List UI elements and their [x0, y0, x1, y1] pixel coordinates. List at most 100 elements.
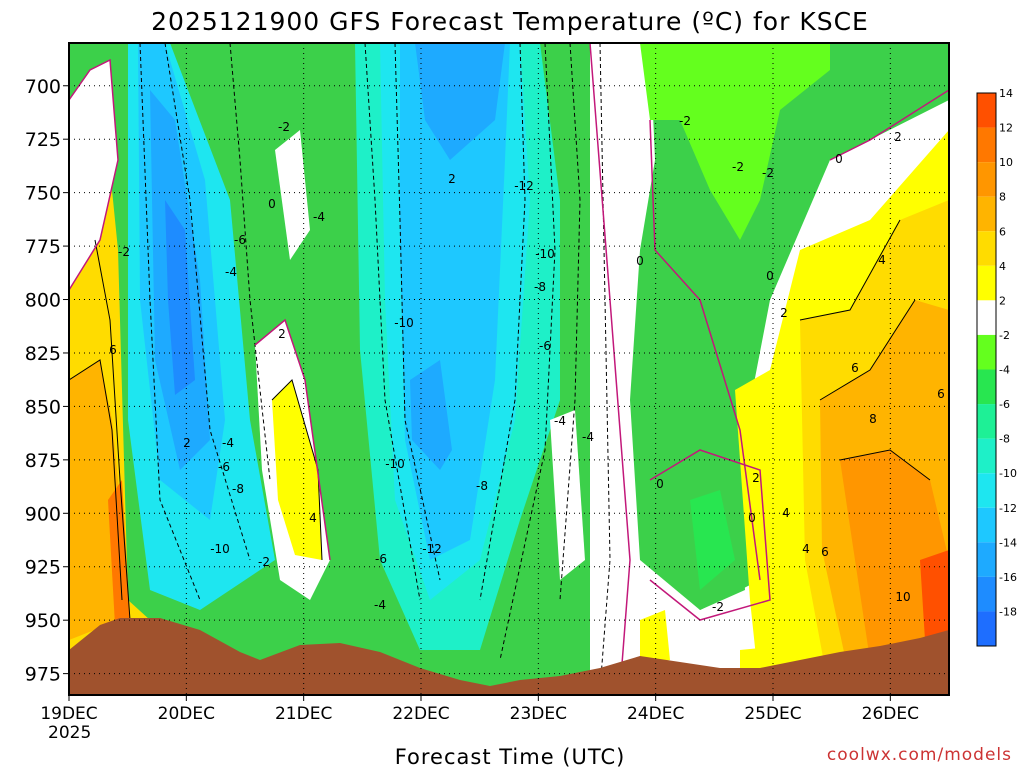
colorbar-swatch: [977, 265, 996, 301]
contour-label: -4: [313, 210, 325, 224]
contour-label: -2: [732, 160, 744, 174]
contour-label: 0: [656, 477, 664, 491]
y-axis: 700 725 750 775 800 825 850 875 900 925 950 975: [25, 76, 69, 686]
contour-label: 8: [869, 412, 877, 426]
x-tick-label: 24DEC: [627, 704, 684, 724]
colorbar-label: 2: [999, 294, 1006, 307]
grid-lines: [69, 43, 949, 695]
colorbar-swatch: [977, 93, 996, 128]
contour-label: -2: [762, 166, 774, 180]
y-tick-label: 875: [25, 450, 61, 472]
y-tick-label: 750: [25, 183, 61, 205]
zero-band-left: [69, 60, 118, 290]
y-tick-label: 950: [25, 610, 61, 632]
contour-label: -4: [582, 430, 594, 444]
contour-label: -2: [712, 600, 724, 614]
contour-labels: 22-12-12-10-10-10-10-8-8-8-6-6-6-6-4-4-4…: [109, 114, 945, 614]
colorbar-label: -8: [999, 433, 1010, 446]
plot-frame: [68, 42, 950, 696]
contour-label: -4: [225, 265, 237, 279]
colorbar-swatch: [977, 334, 996, 370]
colorbar-label: 6: [999, 225, 1006, 238]
colorbar-swatch: [977, 438, 996, 474]
contour-label: 6: [821, 545, 829, 559]
contour-label: -4: [222, 436, 234, 450]
y-tick-label: 900: [25, 503, 61, 525]
x-tick-label: 23DEC: [510, 704, 567, 724]
contour-label: -4: [554, 414, 566, 428]
colorbar-swatch: [977, 162, 996, 197]
colorbar-label: -18: [999, 605, 1017, 618]
contour-label: 0: [835, 152, 843, 166]
colorbar-label: -4: [999, 364, 1010, 377]
contour-label: 4: [309, 511, 317, 525]
contour-label: 2: [183, 436, 191, 450]
colorbar-swatch: [977, 300, 996, 335]
colorbar-swatch: [977, 507, 996, 543]
temperature-field: [69, 43, 949, 695]
contour-label: 4: [878, 253, 886, 267]
colorbar-label: -6: [999, 398, 1010, 411]
contour-label: -6: [375, 552, 387, 566]
colorbar-label: 8: [999, 191, 1006, 204]
x-tick-label: 20DEC: [158, 704, 215, 724]
colorbar-label: -2: [999, 329, 1010, 342]
x-tick-label: 26DEC: [862, 704, 919, 724]
contour-label: 6: [109, 343, 117, 357]
colorbar-swatch: [977, 127, 996, 163]
y-tick-label: 825: [25, 343, 61, 365]
colorbar-swatch: [977, 576, 996, 612]
y-tick-label: 775: [25, 236, 61, 258]
colorbar: -18 -16 -14 -12 -10 -8 -6 -4 -2 2 4 6 8 10 12 14: [976, 87, 1017, 647]
contour-label: -12: [514, 179, 534, 193]
colorbar-swatch: [977, 196, 996, 232]
colorbar-label: -14: [999, 536, 1017, 549]
contour-label: -2: [278, 120, 290, 134]
y-tick-label: 975: [25, 664, 61, 686]
y-tick-label: 850: [25, 396, 61, 418]
terrain: [69, 618, 949, 695]
colorbar-label: 10: [999, 156, 1013, 169]
colorbar-swatch: [977, 473, 996, 508]
contour-label: 2: [894, 130, 902, 144]
x-axis-year: 2025: [48, 723, 91, 743]
contour-label: -6: [218, 460, 230, 474]
x-tick-label: 22DEC: [392, 704, 449, 724]
colorbar-frame: [976, 92, 997, 647]
colorbar-swatch: [977, 611, 996, 646]
contour-label: 2: [278, 327, 286, 341]
contour-label: 0: [636, 254, 644, 268]
colorbar-label: -16: [999, 571, 1017, 584]
contour-label: 6: [851, 361, 859, 375]
contour-label: -10: [385, 457, 405, 471]
colorbar-swatch: [977, 404, 996, 439]
x-tick-label: 21DEC: [275, 704, 332, 724]
y-tick-label: 925: [25, 557, 61, 579]
contour-label: 0: [268, 197, 276, 211]
contours-positive: [69, 219, 931, 621]
contour-label: -6: [539, 339, 551, 353]
colorbar-swatch: [977, 369, 996, 405]
contour-label: -10: [210, 542, 230, 556]
contour-label: 0: [748, 511, 756, 525]
colorbar-label: -12: [999, 502, 1017, 515]
contours-zero: [69, 43, 949, 691]
credit-text: coolwx.com/models: [827, 745, 1012, 765]
contour-label: -8: [534, 280, 546, 294]
contour-label: -4: [374, 598, 386, 612]
contour-label: 2: [752, 471, 760, 485]
colorbar-swatch: [977, 231, 996, 266]
contour-label: 2: [448, 172, 456, 186]
chart-title: 2025121900 GFS Forecast Temperature (ºC)…: [151, 7, 869, 36]
contour-label: 4: [782, 506, 790, 520]
contour-label: -8: [476, 479, 488, 493]
contour-label: -8: [232, 482, 244, 496]
contour-label: 2: [780, 306, 788, 320]
colorbar-swatch: [977, 542, 996, 577]
y-tick-label: 725: [25, 129, 61, 151]
contours-negative: [139, 43, 611, 691]
contour-label: 4: [802, 542, 810, 556]
x-axis-label: Forecast Time (UTC): [395, 745, 626, 768]
contour-label: 6: [937, 387, 945, 401]
